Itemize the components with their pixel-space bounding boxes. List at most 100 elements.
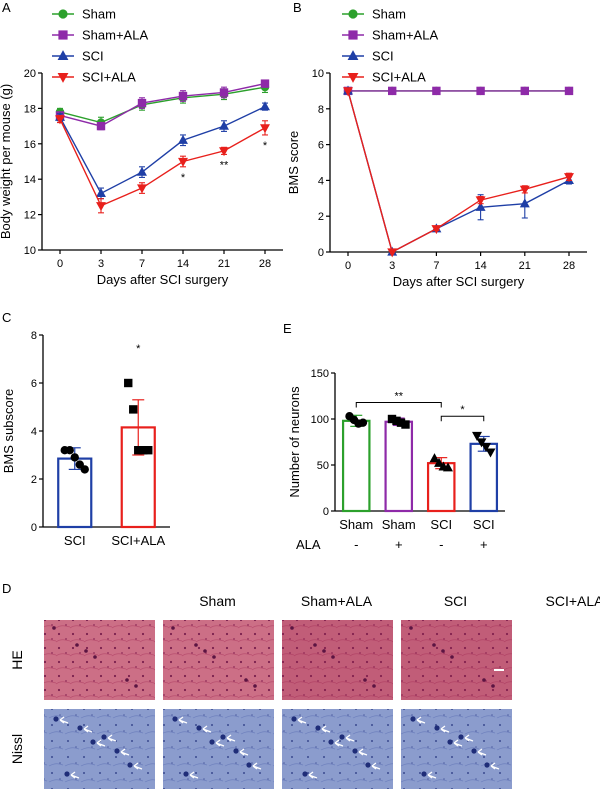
data-point [387,248,398,258]
legend-label: Sham [82,7,116,22]
arrow-annotation [59,716,69,724]
ala-sign: + [480,537,488,552]
he-cell [331,655,335,659]
neuron-cell [291,716,297,722]
scatter-point [434,457,444,467]
data-point [432,86,441,96]
data-point [520,86,530,96]
data-point [96,121,106,131]
neuron-cell [53,716,59,722]
histology-image [282,709,393,789]
y-tick-label: 150 [311,368,329,380]
he-cell [125,678,129,682]
bar [469,442,499,513]
he-cell [52,626,56,630]
arrow-annotation [215,739,225,747]
legend-label: Sham+ALA [82,28,148,43]
legend-marker [347,50,359,61]
neuron-cell [434,725,440,731]
significance-label: * [136,343,141,355]
data-point [219,147,229,157]
he-cell [290,626,294,630]
y-tick-label: 0 [31,522,37,534]
y-tick-label: 10 [312,68,324,80]
arrow-annotation [70,771,80,779]
series-sci [55,101,270,200]
series-sci-ala [55,114,270,214]
x-tick-label: 21 [218,258,230,270]
scatter-point [481,442,491,452]
scatter-point [429,453,440,463]
x-tick-label: 7 [139,258,145,270]
data-point [388,86,397,96]
legend-marker [348,9,358,19]
y-tick-label: 8 [318,104,324,116]
he-cell [253,684,257,688]
series-line [347,90,570,254]
scatter-point [75,460,84,469]
scatter-point [472,431,482,441]
he-cell [409,626,413,630]
histology-image-shade [401,620,512,700]
neuron-cell [77,725,83,731]
data-point [475,201,486,211]
data-point [96,187,106,198]
y-tick-label: 2 [318,211,324,223]
x-tick-label: Sham [339,517,373,532]
data-point [431,225,442,235]
y-tick-label: 12 [24,210,36,222]
arrow-annotation [252,762,262,770]
bar [384,420,414,513]
panel-letter-c: C [2,310,11,325]
y-tick-label: 4 [31,426,37,438]
neuron-cell [302,771,308,777]
arrow-annotation [189,771,199,779]
neuron-cell [421,771,427,777]
data-point [55,115,65,125]
legend-marker [347,72,359,83]
arrow-annotation [133,762,143,770]
arrow-annotation [239,748,249,756]
chart-e-neuron-count: 0 50 100 150 Number of neurons Sham Sham SCI SCI… [287,368,505,552]
series-sci [343,85,574,256]
arrow-annotation [490,762,500,770]
data-point [475,196,486,206]
neuron-cell [458,734,464,740]
neuron-cell [484,762,490,768]
significance-label: * [263,140,268,152]
he-cell [441,649,445,653]
legend-label: SCI+ALA [372,70,426,85]
scatter-point [443,462,453,472]
arrow-annotation [202,725,212,733]
series-line [59,86,266,124]
he-cell [75,643,79,647]
series-sham-ala [55,79,270,131]
y-tick-label: 18 [24,103,36,115]
neuron-cell [352,748,358,754]
data-point [519,185,530,195]
x-tick-label: 14 [474,260,486,272]
x-tick-label: 21 [519,260,531,272]
neuron-cell [209,739,215,745]
legend-marker [57,50,69,61]
neuron-cell [101,734,107,740]
neuron-cell [410,716,416,722]
data-point [178,91,188,101]
legend-label: Sham [372,7,406,22]
arrow-annotation [334,739,344,747]
neuron-cell [196,725,202,731]
series-sci-ala [343,87,574,258]
arrow-annotation [477,748,487,756]
significance-bracket: * [440,404,485,422]
panel-letter-a: A [2,0,11,15]
x-tick-label: Sham [382,517,416,532]
neuron-cell [127,762,133,768]
histology-column-title: SCI+ALA [546,593,600,609]
series-line [59,82,266,127]
arrow-annotation [453,739,463,747]
arrow-annotation [440,725,450,733]
arrow-annotation [96,739,106,747]
ala-sign: - [354,537,358,552]
data-point [96,202,106,212]
